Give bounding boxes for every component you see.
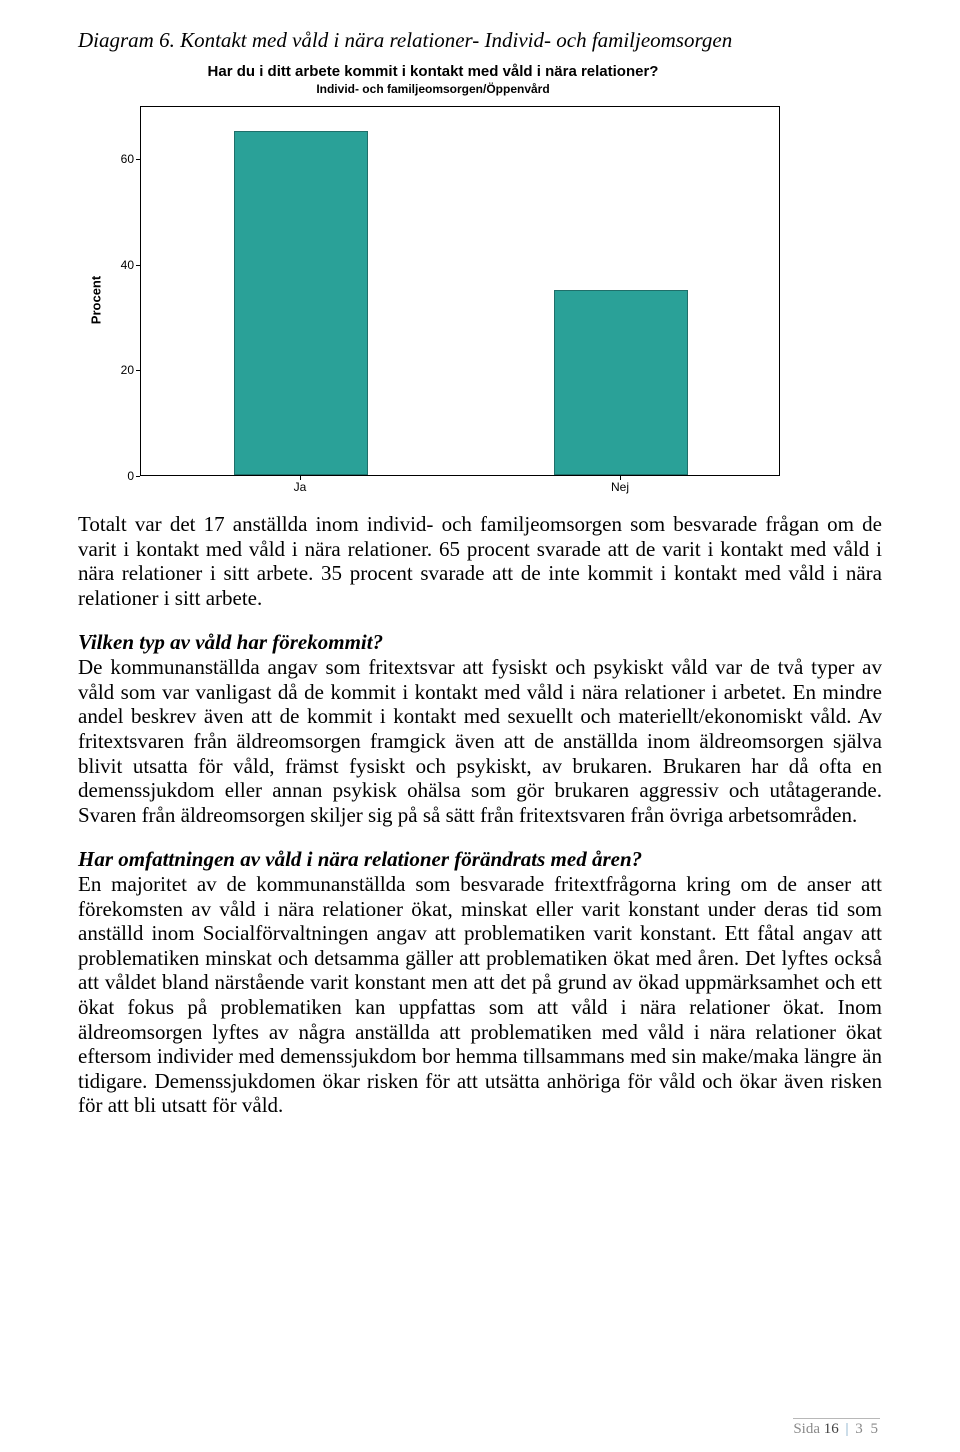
y-tick-label: 0 — [106, 469, 134, 483]
chart-title: Har du i ditt arbete kommit i kontakt me… — [78, 63, 788, 80]
x-tick-mark — [300, 476, 301, 480]
x-tick-label: Nej — [611, 480, 629, 494]
chart-area: Procent 0 20 40 60 Ja Nej — [78, 106, 788, 494]
body-paragraph-2: De kommunanställda angav som fritextsvar… — [78, 655, 882, 827]
bar-nej — [554, 290, 688, 475]
body-paragraph-3: En majoritet av de kommunanställda som b… — [78, 872, 882, 1118]
footer-separator: | — [845, 1421, 848, 1437]
y-tick-label: 40 — [106, 258, 134, 272]
y-tick-mark — [136, 370, 140, 371]
y-axis-label: Procent — [89, 276, 104, 324]
chart: Har du i ditt arbete kommit i kontakt me… — [78, 63, 788, 494]
page-footer: Sida 16 | 3 5 — [793, 1418, 880, 1438]
page-container: Diagram 6. Kontakt med våld i nära relat… — [0, 0, 960, 1452]
x-tick-label: Ja — [294, 480, 307, 494]
body-paragraph-1: Totalt var det 17 anställda inom individ… — [78, 512, 882, 610]
question-heading-2: Har omfattningen av våld i nära relation… — [78, 847, 882, 872]
diagram-caption: Diagram 6. Kontakt med våld i nära relat… — [78, 28, 882, 53]
question-heading-1: Vilken typ av våld har förekommit? — [78, 630, 882, 655]
y-tick-mark — [136, 476, 140, 477]
chart-subtitle: Individ- och familjeomsorgen/Öppenvård — [78, 82, 788, 96]
y-tick-label: 20 — [106, 363, 134, 377]
y-tick-mark — [136, 265, 140, 266]
bar-ja — [234, 131, 368, 475]
footer-page-total: 3 5 — [855, 1421, 880, 1437]
x-tick-mark — [620, 476, 621, 480]
footer-prefix: Sida — [793, 1421, 823, 1437]
y-axis-ticks: 0204060 — [106, 106, 134, 476]
y-tick-label: 60 — [106, 152, 134, 166]
footer-page-number: 16 — [824, 1421, 839, 1437]
y-tick-mark — [136, 159, 140, 160]
plot-frame — [140, 106, 780, 476]
